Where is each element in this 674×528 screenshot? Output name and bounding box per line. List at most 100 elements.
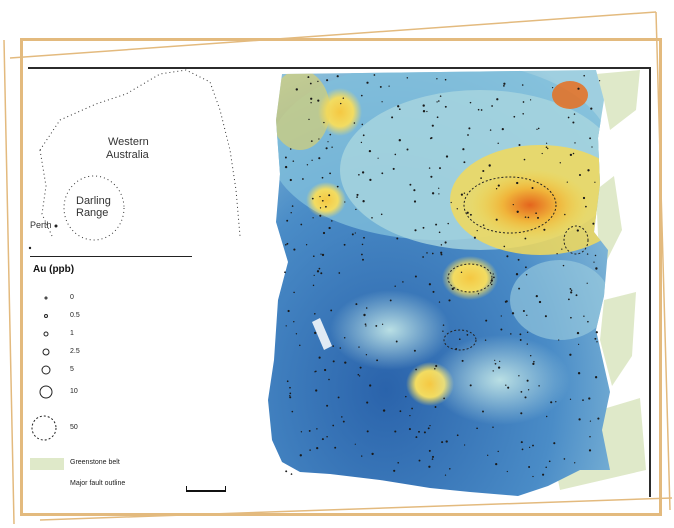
sample-point [431, 124, 434, 127]
sample-point [541, 152, 543, 155]
sample-point [437, 100, 440, 102]
sample-point [381, 323, 384, 325]
sample-point [284, 165, 288, 169]
sample-point [415, 436, 418, 439]
sample-point [316, 428, 318, 430]
sample-point [319, 207, 322, 209]
sample-point [440, 253, 443, 256]
sample-point [572, 152, 575, 155]
sample-point [319, 214, 322, 217]
sample-point [443, 397, 445, 400]
sample-point [351, 233, 354, 236]
sample-point [305, 244, 308, 246]
sample-point [360, 141, 363, 144]
sample-point [337, 396, 340, 399]
sample-point [354, 232, 356, 234]
sample-point [356, 193, 359, 196]
au-concentration-surface [268, 70, 610, 496]
sample-point [377, 157, 379, 159]
sample-point [355, 303, 358, 306]
sample-point [516, 210, 519, 213]
sample-point [469, 101, 472, 104]
sample-point [366, 430, 369, 433]
sample-point [362, 200, 365, 203]
sample-point [506, 255, 509, 258]
sample-point [547, 147, 549, 150]
sample-point [488, 164, 491, 167]
sample-point [537, 127, 540, 130]
sample-point [399, 410, 402, 413]
sample-point [545, 142, 548, 144]
sample-point [597, 417, 600, 420]
legend-label: 0.5 [70, 312, 80, 319]
sample-point [550, 401, 553, 404]
sample-point [520, 391, 523, 393]
sample-point [302, 178, 304, 180]
sample-point [306, 164, 309, 166]
sample-point [359, 366, 362, 369]
sample-point [587, 320, 589, 323]
sample-point [299, 454, 302, 457]
sample-point [545, 146, 548, 149]
inset-label-australia: Australia [106, 149, 149, 161]
sample-point [286, 380, 289, 383]
sample-point [366, 401, 369, 404]
sample-point [327, 141, 329, 143]
sample-point [518, 375, 520, 377]
sample-point [318, 356, 321, 359]
sample-point [491, 105, 493, 107]
sample-point [503, 85, 505, 87]
sample-point [537, 216, 539, 219]
sample-point [448, 299, 451, 302]
sample-point [310, 101, 312, 104]
sample-point [285, 244, 287, 246]
inset-details [28, 224, 58, 250]
sample-point [494, 359, 496, 361]
sample-point [435, 364, 438, 368]
sample-point [496, 98, 499, 101]
sample-point [487, 454, 489, 456]
sample-point [291, 410, 294, 413]
sample-point [434, 367, 436, 370]
sample-point [356, 196, 358, 198]
sample-point [336, 185, 339, 188]
sample-point [428, 167, 431, 169]
scale-bar [186, 486, 226, 492]
sample-point [450, 201, 452, 204]
sample-point [572, 121, 575, 124]
greenstone-swatch-label: Greenstone belt [70, 459, 120, 466]
sample-point [524, 266, 527, 269]
sample-point [505, 384, 507, 386]
sample-point [473, 236, 476, 239]
sample-point [312, 284, 315, 287]
sample-point [561, 248, 563, 250]
sample-point [504, 300, 507, 303]
sample-point [328, 194, 331, 197]
sample-point [293, 248, 296, 251]
sample-point [361, 455, 363, 457]
sample-point [503, 245, 506, 248]
sample-point [519, 333, 522, 336]
sample-point [366, 81, 369, 84]
sample-point [553, 442, 556, 445]
sample-point [436, 116, 439, 119]
sample-point [289, 396, 292, 399]
sample-point [532, 475, 534, 478]
sample-point [438, 301, 441, 303]
sample-point [331, 146, 333, 148]
sample-point [343, 243, 346, 246]
sample-point [528, 446, 531, 449]
sample-point [388, 85, 390, 87]
inset-label-darling: Darling [76, 195, 111, 207]
sample-point [441, 441, 444, 444]
sample-point [394, 285, 396, 287]
sample-point [338, 272, 341, 274]
sample-point [485, 319, 488, 322]
sample-point [396, 237, 399, 240]
sample-point [526, 343, 528, 345]
sample-point [293, 291, 295, 294]
sample-point [577, 87, 580, 90]
sample-point [358, 375, 361, 377]
sample-point [444, 78, 447, 81]
